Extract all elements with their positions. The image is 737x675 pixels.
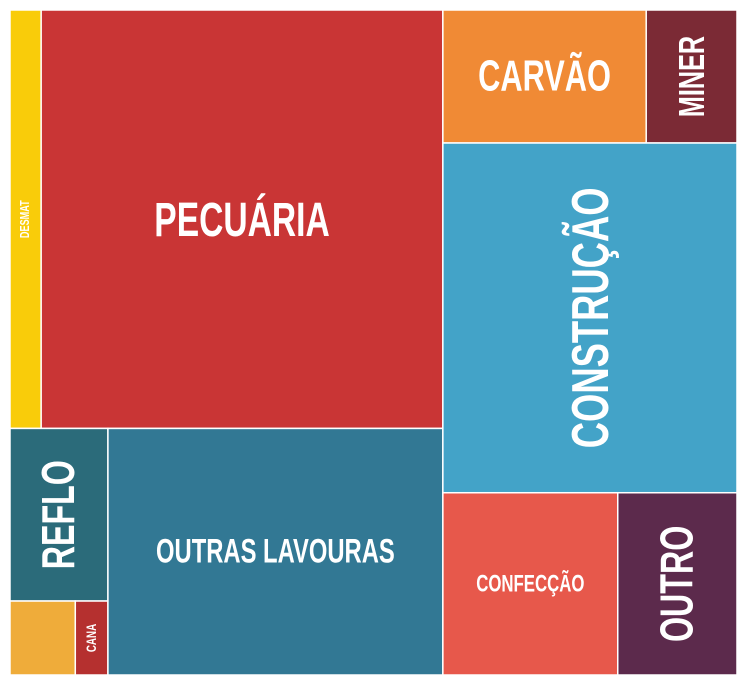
tile-label: DESMAT <box>19 200 33 238</box>
tile-label: CARVÃO <box>478 50 611 101</box>
tile-label: OUTRO <box>652 526 703 642</box>
tile <box>40 9 444 430</box>
tile-label: OUTRAS LAVOURAS <box>156 533 395 571</box>
tile-label: CONFECÇÃO <box>476 571 584 598</box>
tile-label: CONSTRUÇÃO <box>560 187 619 448</box>
tile <box>9 9 42 430</box>
tile-label: REFLO <box>33 460 84 569</box>
tile <box>442 491 619 675</box>
tile <box>9 427 109 602</box>
tile-label: MINER <box>671 36 712 117</box>
tile-label: PECUÁRIA <box>154 192 329 246</box>
tile <box>9 600 77 675</box>
tile <box>617 491 737 675</box>
tile-label: CANA <box>83 624 99 653</box>
tile <box>442 142 737 494</box>
tile <box>107 427 444 675</box>
